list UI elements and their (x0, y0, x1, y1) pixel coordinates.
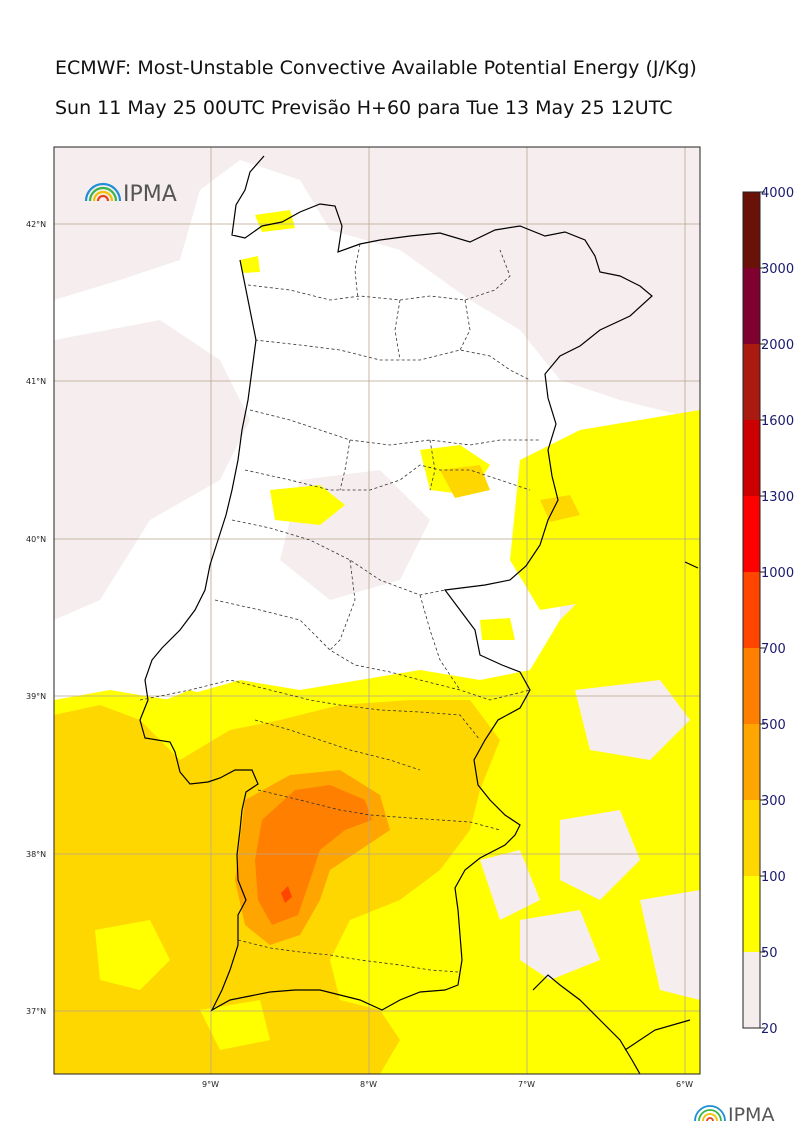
colorbar-seg-1600-2000 (743, 344, 760, 420)
lat-label-40: 40°N (26, 535, 46, 544)
colorbar-label-20: 20 (761, 1022, 778, 1037)
lon-label-6w: 6°W (676, 1080, 693, 1089)
colorbar-label-300: 300 (761, 794, 786, 809)
lat-label-41: 41°N (26, 377, 46, 386)
ipma-logo-footer: IPMA (694, 1104, 774, 1126)
lon-label-9w: 9°W (202, 1080, 219, 1089)
colorbar-label-500: 500 (761, 718, 786, 733)
latitude-labels: 42°N 41°N 40°N 39°N 38°N 37°N (26, 220, 46, 1016)
lat-label-39: 39°N (26, 692, 46, 701)
ipma-arc-icon (694, 1105, 726, 1122)
map-title: ECMWF: Most-Unstable Convective Availabl… (55, 57, 697, 79)
colorbar-label-700: 700 (761, 642, 786, 657)
colorbar-seg-3000-4000 (743, 192, 760, 268)
colorbar-frame (742, 191, 761, 1029)
ipma-logo-text: IPMA (123, 182, 177, 207)
longitude-labels: 9°W 8°W 7°W 6°W (202, 1080, 693, 1089)
colorbar-label-1000: 1000 (761, 566, 794, 581)
lat-label-38: 38°N (26, 850, 46, 859)
ipma-footer-text: IPMA (728, 1104, 774, 1126)
colorbar-seg-100-300 (743, 800, 760, 876)
colorbar-label-4000: 4000 (761, 186, 794, 201)
ipma-logo-map: IPMA (84, 182, 177, 207)
colorbar-label-50: 50 (761, 946, 778, 961)
lon-label-8w: 8°W (360, 1080, 377, 1089)
colorbar-seg-50-100 (743, 876, 760, 952)
colorbar-seg-500-700 (743, 648, 760, 724)
colorbar-label-1300: 1300 (761, 490, 794, 505)
colorbar-seg-1000-1300 (743, 496, 760, 572)
cape-inner-yellow (95, 920, 270, 1050)
colorbar-seg-20-50 (743, 952, 760, 1028)
district-borders (139, 243, 540, 973)
map-frame (53, 146, 701, 1075)
lon-label-7w: 7°W (518, 1080, 535, 1089)
map-subtitle: Sun 11 May 25 00UTC Previsão H+60 para T… (55, 97, 673, 119)
lat-label-37: 37°N (26, 1007, 46, 1016)
colorbar-seg-2000-3000 (743, 268, 760, 344)
colorbar-ticks (760, 191, 765, 1029)
colorbar: 4000 3000 2000 1600 1300 1000 700 500 30… (742, 186, 794, 1037)
lat-label-42: 42°N (26, 220, 46, 229)
cape-level-700-1000 (281, 886, 292, 903)
ipma-arc-icon (84, 182, 122, 202)
colorbar-label-2000: 2000 (761, 338, 794, 353)
colorbar-seg-300-500 (743, 724, 760, 800)
coastline (139, 155, 699, 1074)
colorbar-label-100: 100 (761, 870, 786, 885)
colorbar-label-3000: 3000 (761, 262, 794, 277)
colorbar-seg-1300-1600 (743, 420, 760, 496)
colorbar-seg-700-1000 (743, 572, 760, 648)
colorbar-label-1600: 1600 (761, 414, 794, 429)
